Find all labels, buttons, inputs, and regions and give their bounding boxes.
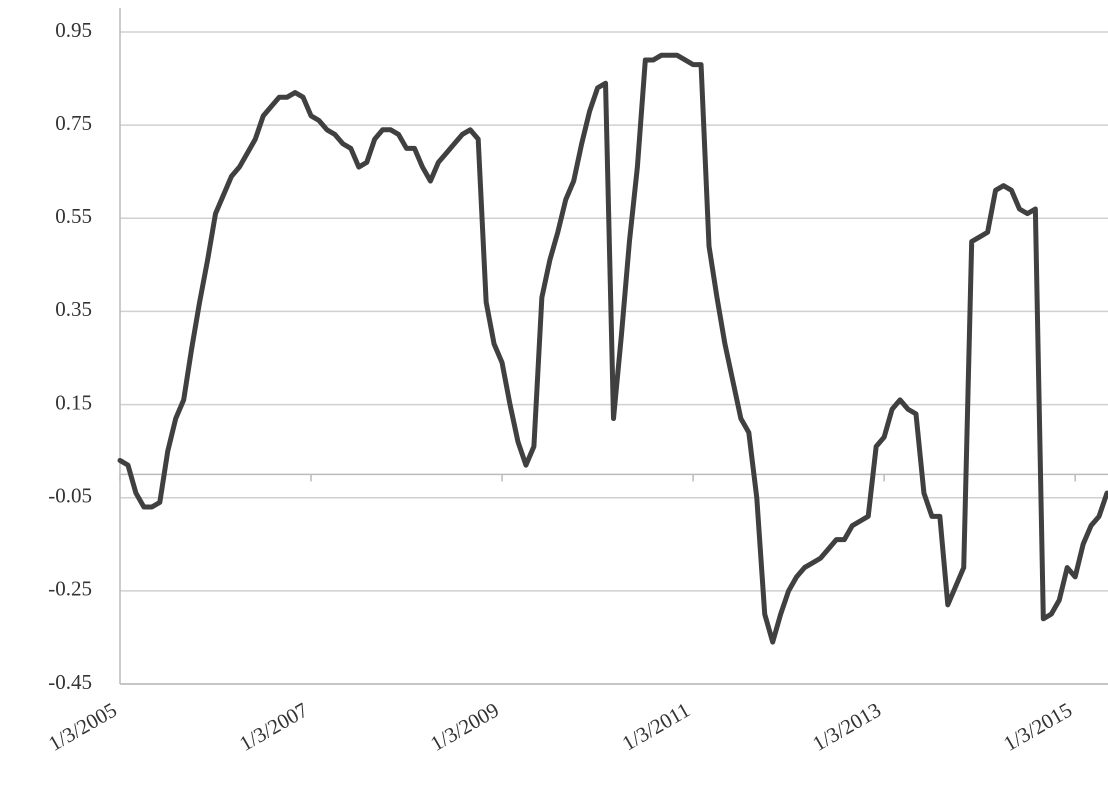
x-tick-label: 1/3/2005: [44, 698, 121, 756]
x-tick-label: 1/3/2015: [999, 698, 1076, 756]
x-tick-label: 1/3/2007: [235, 698, 312, 756]
data-line: [117, 52, 1108, 645]
x-tick-label: 1/3/2011: [618, 698, 694, 756]
y-tick-label: -0.05: [48, 484, 92, 508]
y-tick-label: 0.35: [55, 297, 92, 321]
y-tick-label: 0.15: [55, 390, 92, 414]
x-tick-label: 1/3/2013: [808, 698, 885, 756]
y-tick-label: -0.25: [48, 577, 92, 601]
y-tick-label: 0.75: [55, 111, 92, 135]
y-tick-label: -0.45: [48, 670, 92, 694]
x-tick-label: 1/3/2009: [426, 698, 503, 756]
y-tick-label: 0.95: [55, 18, 92, 42]
y-tick-label: 0.55: [55, 204, 92, 228]
